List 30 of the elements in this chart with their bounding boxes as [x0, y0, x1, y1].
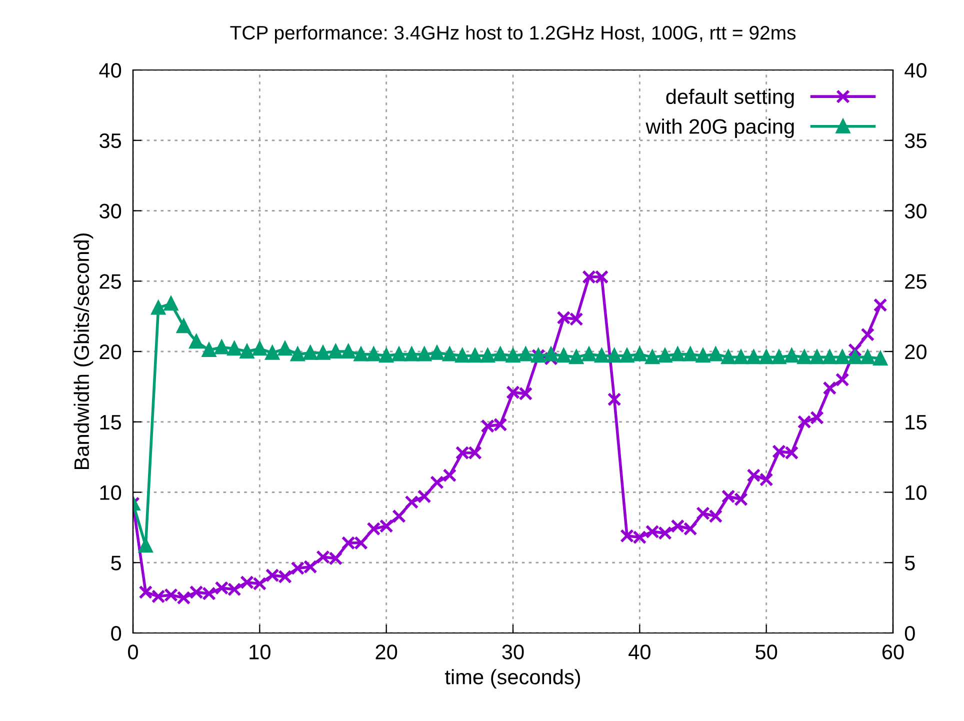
x-tick-label: 60 — [882, 644, 904, 660]
y2-tick-label: 30 — [904, 204, 926, 219]
y-tick-label: 15 — [100, 415, 122, 430]
x-tick-label: 0 — [128, 644, 138, 660]
y-tick-label: 10 — [100, 485, 122, 500]
y2-tick-label: 20 — [905, 344, 926, 360]
y2-tick-label: 15 — [906, 415, 926, 430]
x-tick-label: 20 — [376, 644, 398, 660]
legend-label: with 20G pacing — [646, 118, 794, 138]
y2-tick-label: 25 — [905, 274, 926, 289]
x-tick-label: 50 — [756, 644, 778, 660]
y2-tick-label: 35 — [904, 133, 926, 148]
y-tick-label: 40 — [99, 63, 122, 78]
x-tick-label: 10 — [250, 644, 270, 660]
y-tick-label: 25 — [100, 274, 122, 289]
x-tick-label: 30 — [502, 644, 524, 660]
legend-label: default setting — [666, 88, 794, 108]
y2-tick-label: 40 — [904, 63, 926, 78]
y-axis-title: Bandwidth (Gbits/second) — [74, 234, 94, 470]
y-tick-label: 0 — [111, 626, 122, 641]
y-tick-label: 20 — [100, 344, 122, 360]
chart-title: TCP performance: 3.4GHz host to 1.2GHz Host, 100G, rtt = 92ms — [230, 25, 796, 44]
y2-tick-label: 10 — [906, 485, 926, 500]
y-tick-label: 30 — [100, 204, 122, 219]
y2-tick-label: 5 — [904, 556, 915, 570]
x-axis-title: time (seconds) — [445, 669, 580, 688]
y-tick-label: 5 — [111, 556, 122, 570]
y-tick-label: 35 — [100, 133, 122, 148]
y2-tick-label: 0 — [904, 626, 915, 641]
x-tick-label: 40 — [628, 644, 650, 660]
